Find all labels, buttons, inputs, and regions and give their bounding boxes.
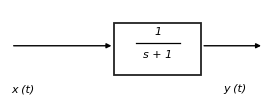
Text: 1: 1 <box>154 27 161 37</box>
Bar <box>114 23 201 75</box>
Text: s + 1: s + 1 <box>143 50 172 60</box>
Text: y (t): y (t) <box>223 84 246 94</box>
Text: x (t): x (t) <box>11 84 34 94</box>
